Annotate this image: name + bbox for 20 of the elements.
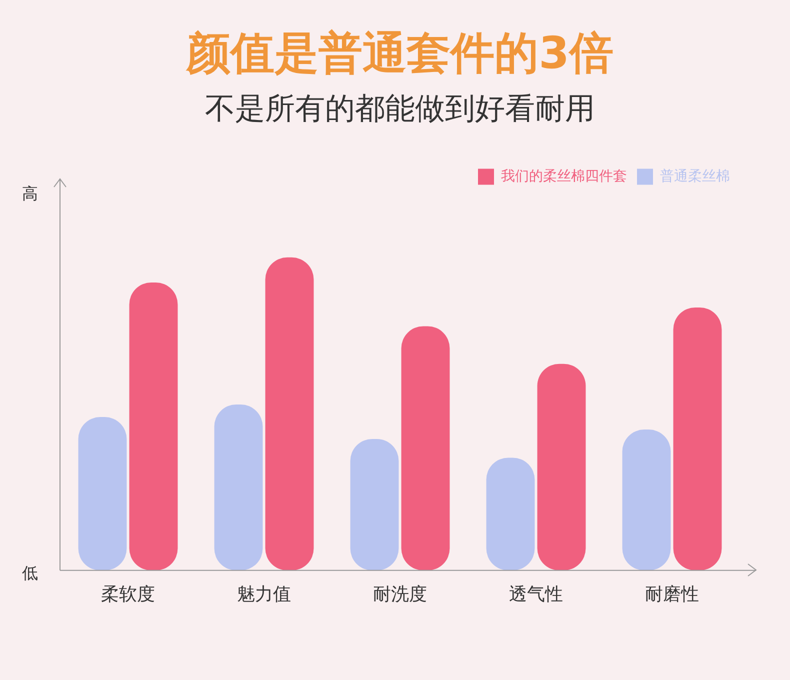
text: 高 bbox=[22, 184, 38, 203]
bar bbox=[401, 326, 450, 570]
bar bbox=[673, 307, 722, 570]
bar bbox=[537, 364, 586, 570]
x-tick-label: 透气性 bbox=[509, 584, 563, 604]
x-tick-label: 柔软度 bbox=[101, 584, 155, 604]
bar bbox=[265, 257, 314, 570]
legend-label: 普通柔丝棉 bbox=[660, 168, 730, 184]
bar bbox=[622, 430, 671, 570]
bar bbox=[129, 282, 178, 570]
chart-title: 颜值是普通套件的3倍 bbox=[186, 28, 614, 79]
bar bbox=[78, 417, 127, 570]
bar bbox=[214, 404, 263, 570]
bar bbox=[350, 438, 399, 570]
chart-subtitle: 不是所有的都能做到好看耐用 bbox=[205, 92, 595, 127]
x-tick-label: 魅力值 bbox=[237, 584, 291, 604]
x-tick-label: 耐磨性 bbox=[645, 584, 699, 604]
x-tick-label: 耐洗度 bbox=[373, 584, 427, 604]
legend-label: 我们的柔丝棉四件套 bbox=[501, 168, 627, 184]
text: 低 bbox=[22, 564, 38, 583]
